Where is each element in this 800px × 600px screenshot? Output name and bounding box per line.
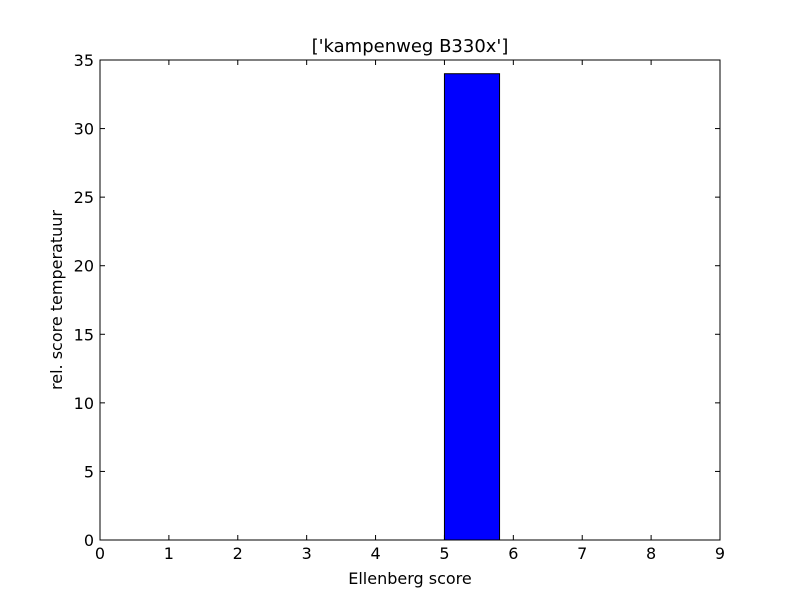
y-tick-label: 20 (74, 257, 94, 276)
x-tick-label: 5 (439, 544, 449, 563)
y-axis-label: rel. score temperatuur (47, 210, 66, 390)
plot-frame (99, 59, 721, 541)
x-tick-label: 7 (577, 544, 587, 563)
y-tick-label: 10 (74, 394, 94, 413)
bar-5 (443, 73, 501, 541)
x-tick-label: 6 (508, 544, 518, 563)
x-axis: 0 1 2 3 4 5 6 7 8 9 (95, 60, 725, 563)
x-tick-label: 2 (233, 544, 243, 563)
y-tick-label: 25 (74, 188, 94, 207)
y-tick-label: 15 (74, 325, 94, 344)
y-tick-label: 0 (84, 531, 94, 550)
y-axis: 0 5 10 15 20 25 30 35 (74, 51, 720, 550)
x-tick-label: 8 (646, 544, 656, 563)
x-tick-label: 4 (370, 544, 380, 563)
x-tick-label: 1 (164, 544, 174, 563)
y-tick-label: 5 (84, 462, 94, 481)
y-tick-label: 30 (74, 120, 94, 139)
y-tick-label: 35 (74, 51, 94, 70)
x-tick-label: 0 (95, 544, 105, 563)
chart-title: ['kampenweg B330x'] (312, 36, 509, 57)
x-tick-label: 3 (302, 544, 312, 563)
x-tick-label: 9 (715, 544, 725, 563)
x-axis-label: Ellenberg score (348, 569, 472, 588)
bar-series (443, 73, 501, 541)
